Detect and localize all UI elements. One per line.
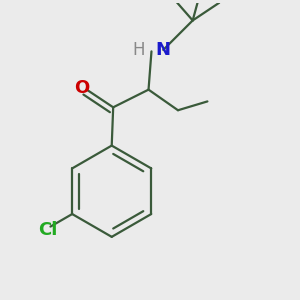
Text: H: H [132,41,145,59]
Text: Cl: Cl [38,220,57,238]
Text: N: N [156,41,171,59]
Text: O: O [74,80,89,98]
